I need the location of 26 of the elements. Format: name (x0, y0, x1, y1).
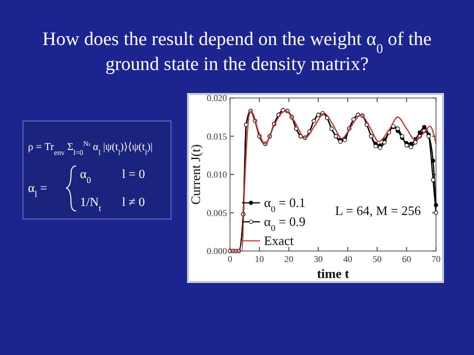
y-tick-label: 0.005 (206, 208, 228, 218)
chart-title: How does the result depend on the weight α$_{0}$ of the ground state in the density matrix? (42, 29, 432, 75)
x-tick-label: 20 (284, 254, 294, 264)
text: α$_{l}$ = (28, 181, 48, 199)
y-tick-label: 0.020 (206, 93, 228, 103)
y-tick-label: 0.000 (206, 246, 228, 256)
text: α$_{0}$ (80, 167, 92, 185)
text: 1/N$_{t}$ (80, 195, 102, 213)
x-tick-label: 60 (402, 254, 412, 264)
text: l ≠ 0 (122, 195, 145, 209)
annotation: L = 64, M = 256 (335, 203, 422, 218)
x-tick-label: 70 (432, 254, 441, 264)
x-tick-label: 10 (254, 254, 264, 264)
text: l = 0 (122, 167, 146, 181)
legend-label: Exact (264, 232, 294, 248)
x-tick-label: 30 (314, 254, 324, 264)
legend-label: α$_{0}$ = 0.1 (264, 194, 306, 214)
x-tick-label: 0 (228, 254, 233, 264)
y-axis-title: Current J(t) (188, 144, 203, 205)
text: ρ = Tr$_{env}$ Σ$_{l=0}$$^{Nₜ}$ α$_{l}$ |ψ(t$_{l}$)⟩⟨ψ(t$_{l}$)| (28, 138, 153, 156)
y-tick-label: 0.010 (206, 170, 228, 180)
y-tick-label: 0.015 (206, 131, 228, 142)
x-tick-label: 50 (372, 254, 382, 264)
x-axis-title: time t (316, 266, 350, 281)
legend-label: α$_{0}$ = 0.9 (264, 214, 306, 233)
x-tick-label: 40 (343, 254, 353, 264)
